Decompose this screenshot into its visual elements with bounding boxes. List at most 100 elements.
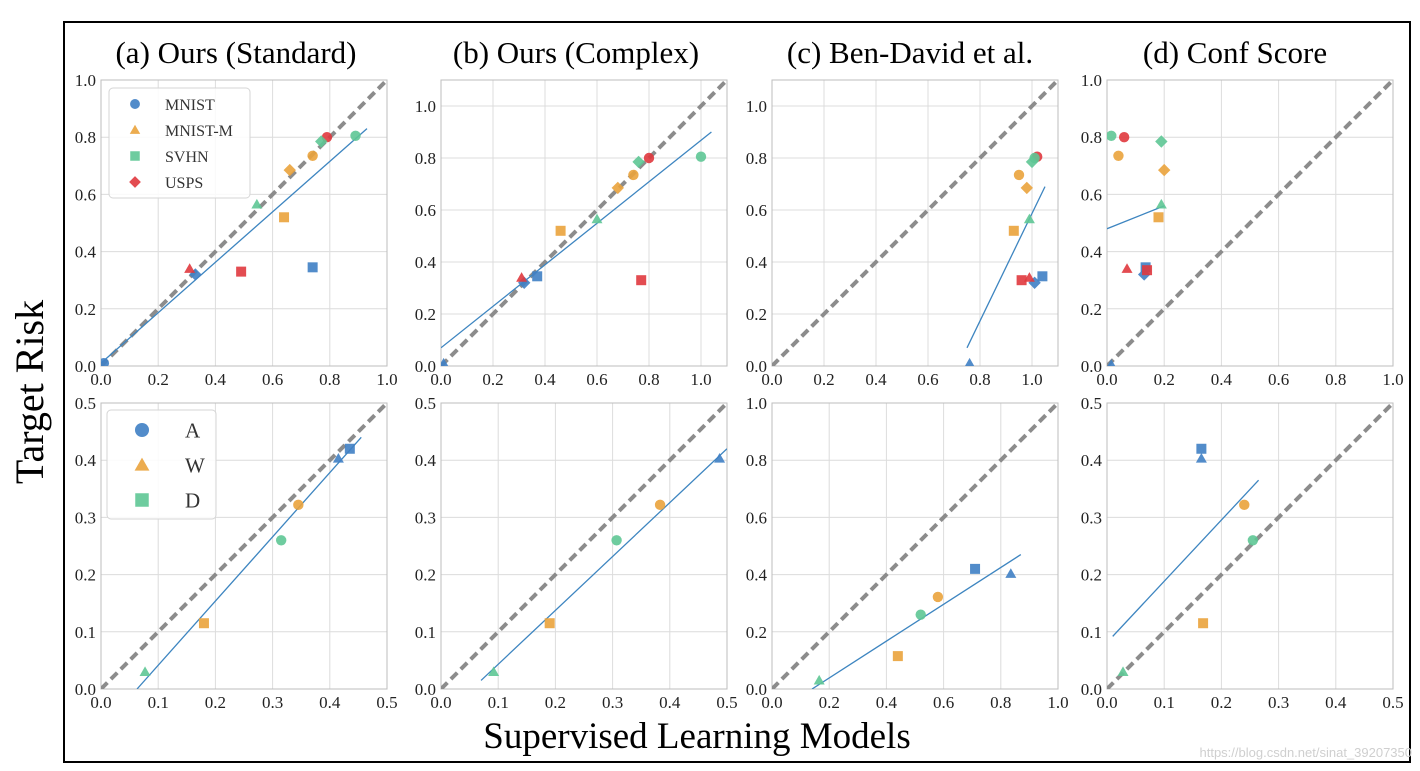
y-tick-label: 0.4 bbox=[415, 253, 437, 272]
identity-line bbox=[101, 80, 387, 366]
y-tick-label: 0.0 bbox=[746, 680, 767, 699]
fit-line bbox=[1112, 479, 1260, 637]
panel-5: 0.0 0.1 0.2 0.3 0.4 0.5 0.0 0.1 0.2 0.3 0.4 0.5 bbox=[75, 394, 398, 712]
data-point bbox=[1155, 135, 1168, 148]
axes-frame bbox=[100, 79, 388, 367]
y-tick-label: 0.2 bbox=[1081, 566, 1102, 585]
y-tick-label: 0.1 bbox=[75, 623, 96, 642]
legend-label: MNIST-M bbox=[165, 123, 233, 140]
x-tick-label: 0.0 bbox=[1096, 370, 1117, 389]
y-tick-label: 0.3 bbox=[75, 508, 96, 527]
axes-frame bbox=[771, 79, 1059, 367]
legend-box bbox=[108, 87, 251, 199]
data-point bbox=[332, 452, 344, 463]
data-point bbox=[1037, 271, 1048, 282]
x-tick-label: 1.0 bbox=[376, 370, 397, 389]
y-tick-label: 1.0 bbox=[75, 71, 96, 90]
x-tick-label: 0.4 bbox=[205, 370, 227, 389]
data-point bbox=[695, 151, 707, 162]
x-tick-label: 0.4 bbox=[876, 693, 898, 712]
legend-marker bbox=[129, 124, 141, 134]
legend-marker bbox=[134, 422, 150, 438]
y-tick-label: 1.0 bbox=[415, 97, 436, 116]
data-point bbox=[544, 618, 555, 629]
data-point bbox=[293, 499, 304, 511]
x-tick-label: 0.8 bbox=[990, 693, 1011, 712]
y-tick-label: 0.8 bbox=[746, 451, 767, 470]
data-point bbox=[283, 163, 296, 177]
x-tick-label: 0.5 bbox=[716, 693, 737, 712]
data-point bbox=[714, 452, 726, 463]
y-tick-label: 0.0 bbox=[1081, 357, 1102, 376]
panel-7: 0.0 0.2 0.4 0.6 0.8 1.0 0.0 0.2 0.4 0.6 0.8 1.0 bbox=[746, 394, 1069, 712]
panel-4: 0.0 0.2 0.4 0.6 0.8 1.0 0.0 0.2 0.4 0.6 0.8 1.0 (d) … bbox=[1081, 35, 1404, 389]
legend-label: D bbox=[185, 489, 200, 513]
data-point bbox=[1153, 212, 1164, 223]
data-point bbox=[307, 262, 318, 273]
data-point bbox=[307, 150, 318, 161]
x-tick-label: 0.2 bbox=[148, 370, 169, 389]
y-tick-label: 0.4 bbox=[415, 451, 437, 470]
y-tick-label: 0.8 bbox=[1081, 128, 1102, 147]
axes-frame bbox=[100, 402, 388, 690]
data-point bbox=[315, 135, 328, 148]
data-point bbox=[344, 443, 355, 454]
legend-marker bbox=[134, 457, 150, 471]
x-tick-label: 0.6 bbox=[933, 693, 954, 712]
y-tick-label: 0.2 bbox=[75, 566, 96, 585]
y-tick-label: 0.6 bbox=[746, 508, 767, 527]
x-tick-label: 0.4 bbox=[659, 693, 681, 712]
y-tick-label: 0.3 bbox=[1081, 508, 1102, 527]
data-point bbox=[915, 609, 926, 620]
data-point bbox=[184, 263, 196, 273]
data-point bbox=[236, 266, 247, 277]
data-point bbox=[932, 591, 944, 603]
panel-title: (d) Conf Score bbox=[1143, 35, 1327, 70]
fit-line bbox=[480, 448, 727, 681]
data-point bbox=[1142, 265, 1153, 276]
x-tick-label: 0.5 bbox=[1382, 693, 1403, 712]
data-point bbox=[532, 271, 543, 282]
fit-line bbox=[101, 128, 368, 364]
fit-line bbox=[136, 436, 362, 689]
data-point bbox=[275, 535, 287, 546]
data-point bbox=[198, 618, 209, 629]
legend: MNIST MNIST-M SVHN USPS bbox=[108, 87, 251, 199]
y-tick-label: 0.0 bbox=[75, 357, 96, 376]
y-tick-label: 0.1 bbox=[1081, 623, 1102, 642]
data-point bbox=[101, 357, 110, 366]
data-point bbox=[964, 357, 975, 366]
y-tick-label: 0.6 bbox=[75, 185, 96, 204]
y-axis-label: Target Risk bbox=[7, 300, 52, 484]
x-tick-label: 0.2 bbox=[813, 370, 834, 389]
legend-label: W bbox=[185, 454, 205, 478]
x-tick-label: 0.4 bbox=[865, 370, 887, 389]
x-tick-label: 1.0 bbox=[690, 370, 711, 389]
data-point bbox=[611, 535, 622, 546]
data-point bbox=[654, 499, 666, 511]
data-point bbox=[591, 213, 603, 224]
y-tick-label: 0.2 bbox=[746, 305, 767, 324]
y-tick-label: 0.2 bbox=[415, 305, 436, 324]
axes-frame bbox=[440, 402, 728, 690]
x-tick-label: 0.8 bbox=[638, 370, 659, 389]
identity-line bbox=[441, 80, 727, 366]
x-tick-label: 1.0 bbox=[1382, 370, 1403, 389]
x-tick-label: 0.0 bbox=[1096, 693, 1117, 712]
y-tick-label: 0.2 bbox=[746, 623, 767, 642]
axes-frame bbox=[440, 79, 728, 367]
y-tick-label: 0.5 bbox=[415, 394, 436, 413]
panel-2: 0.0 0.2 0.4 0.6 0.8 1.0 0.0 0.2 0.4 0.6 0.8 1.0 (b) … bbox=[415, 35, 728, 389]
y-tick-label: 0.2 bbox=[1081, 300, 1102, 319]
x-tick-label: 0.8 bbox=[319, 370, 340, 389]
y-tick-label: 1.0 bbox=[746, 97, 767, 116]
y-tick-label: 0.6 bbox=[1081, 185, 1102, 204]
data-point bbox=[632, 155, 645, 169]
panel-title: (c) Ben-David et al. bbox=[787, 35, 1033, 70]
legend-label: MNIST bbox=[165, 97, 215, 114]
y-tick-label: 0.6 bbox=[746, 201, 767, 220]
x-tick-label: 1.0 bbox=[1047, 693, 1068, 712]
x-tick-label: 0.4 bbox=[1325, 693, 1347, 712]
x-tick-label: 0.3 bbox=[602, 693, 623, 712]
fit-line bbox=[441, 131, 712, 349]
